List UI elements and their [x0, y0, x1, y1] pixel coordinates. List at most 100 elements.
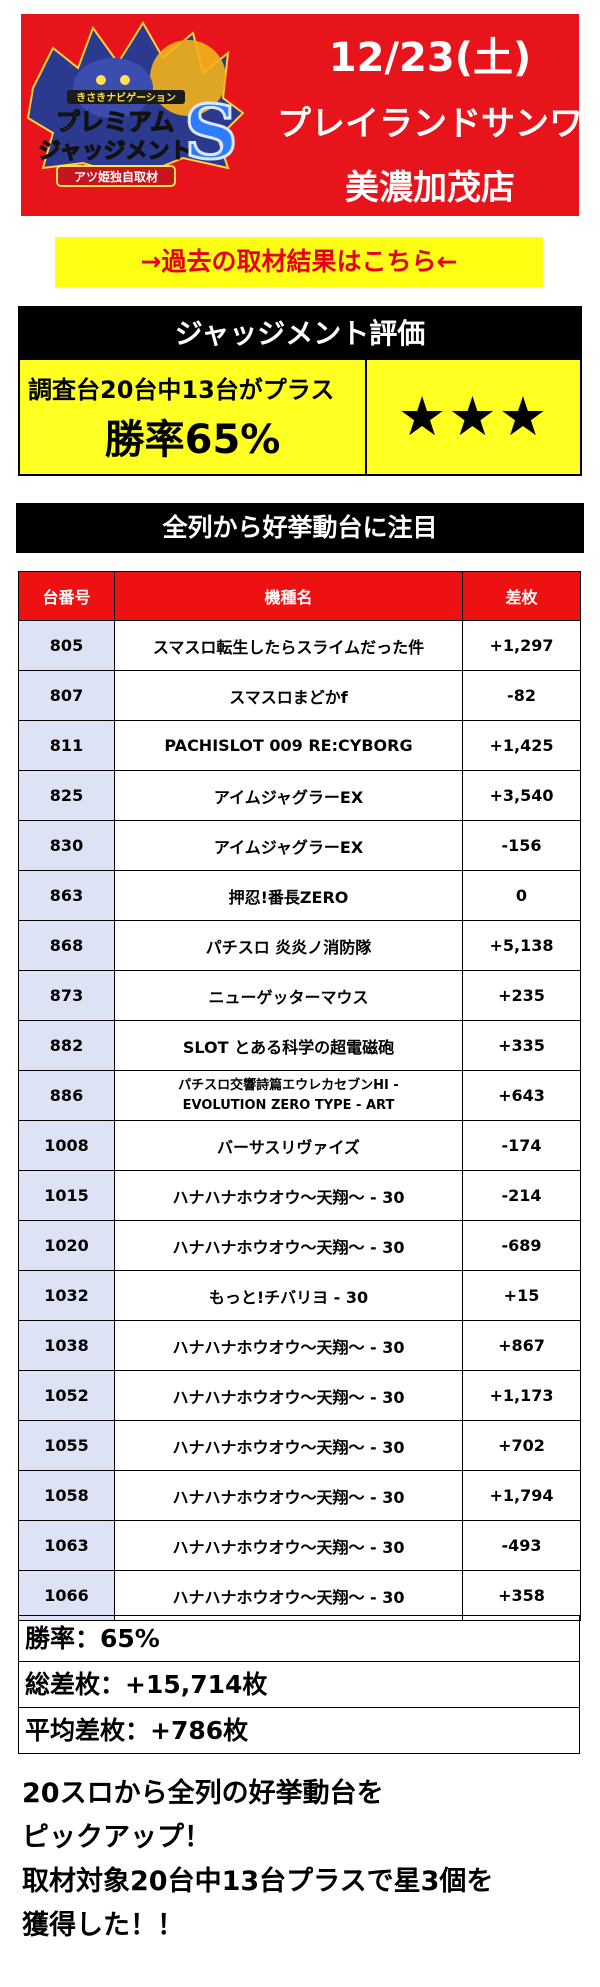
model-name-cell: ハナハナホウオウ～天翔～ - 30: [114, 1370, 463, 1421]
machine-number-cell: 1038: [18, 1320, 115, 1371]
logo-text-main1: プレミアム: [56, 108, 174, 136]
model-name-cell: 押忍!番長ZERO: [114, 870, 463, 921]
comment-line: ピックアップ！: [22, 1822, 211, 1853]
coin-diff-cell: +643: [462, 1070, 581, 1121]
table-row: 1038 ハナハナホウオウ～天翔～ - 30 +867: [18, 1320, 581, 1371]
past-results-link[interactable]: →過去の取材結果はこちら←: [55, 237, 543, 287]
table-row: 863 押忍!番長ZERO 0: [18, 870, 581, 921]
comment-line: 取材対象20台中13台プラスで星3個を: [22, 1866, 494, 1897]
event-date: 12/23(土): [328, 35, 532, 81]
coin-diff-cell: -82: [462, 670, 581, 721]
coin-diff-cell: -174: [462, 1120, 581, 1171]
table-row: 1015 ハナハナホウオウ～天翔～ - 30 -214: [18, 1170, 581, 1221]
judgment-box: ジャッジメント評価 調査台20台中13台がプラス 勝率65% ★★★: [18, 306, 582, 476]
coin-diff-cell: -214: [462, 1170, 581, 1221]
logo-text-top: きさきナビゲーション: [76, 91, 176, 104]
table-row: 1032 もっと!チバリヨ - 30 +15: [18, 1270, 581, 1321]
machine-number-cell: 886: [18, 1070, 115, 1121]
coin-diff-cell: +867: [462, 1320, 581, 1371]
model-name-cell: SLOT とある科学の超電磁砲: [114, 1020, 463, 1071]
table-header-row: 台番号 機種名 差枚: [18, 571, 581, 621]
coin-diff-cell: +1,425: [462, 720, 581, 771]
coin-diff-cell: +335: [462, 1020, 581, 1071]
machine-number-cell: 1032: [18, 1270, 115, 1321]
judgment-title: ジャッジメント評価: [20, 308, 580, 360]
machine-number-cell: 807: [18, 670, 115, 721]
table-row: 811 PACHISLOT 009 RE:CYBORG +1,425: [18, 720, 581, 771]
summary-total-diff: 総差枚：+15,714枚: [18, 1661, 580, 1708]
coin-diff-cell: +1,297: [462, 620, 581, 671]
summary-win-rate: 勝率：65%: [18, 1615, 580, 1662]
model-name-cell: ハナハナホウオウ～天翔～ - 30: [114, 1170, 463, 1221]
model-name-line: パチスロ交響詩篇エウレカセブンHI -: [178, 1077, 399, 1093]
table-row: 807 スマスロまどかf -82: [18, 670, 581, 721]
coin-diff-cell: -156: [462, 820, 581, 871]
model-name-cell: ニューゲッターマウス: [114, 970, 463, 1021]
model-name-cell: パチスロ交響詩篇エウレカセブンHI - EVOLUTION ZERO TYPE -…: [114, 1070, 463, 1121]
coin-diff-cell: +702: [462, 1420, 581, 1471]
coin-diff-cell: +1,173: [462, 1370, 581, 1421]
coin-diff-cell: -689: [462, 1220, 581, 1271]
model-name-cell: バーサスリヴァイズ: [114, 1120, 463, 1171]
store-name: プレイランドサンワ: [277, 104, 583, 144]
model-name-cell: アイムジャグラーEX: [114, 770, 463, 821]
model-name-cell: パチスロ 炎炎ノ消防隊: [114, 920, 463, 971]
machine-number-cell: 882: [18, 1020, 115, 1071]
table-row: 1063 ハナハナホウオウ～天翔～ - 30 -493: [18, 1520, 581, 1571]
machine-number-cell: 1052: [18, 1370, 115, 1421]
table-row: 868 パチスロ 炎炎ノ消防隊 +5,138: [18, 920, 581, 971]
table-row: 882 SLOT とある科学の超電磁砲 +335: [18, 1020, 581, 1071]
store-branch: 美濃加茂店: [345, 168, 515, 208]
table-row: 830 アイムジャグラーEX -156: [18, 820, 581, 871]
machine-number-cell: 1008: [18, 1120, 115, 1171]
logo-letter-s: S: [184, 90, 237, 176]
model-name-cell: ハナハナホウオウ～天翔～ - 30: [114, 1320, 463, 1371]
machine-number-cell: 868: [18, 920, 115, 971]
comment-text: 20スロから全列の好挙動台を ピックアップ！ 取材対象20台中13台プラスで星3…: [22, 1772, 582, 1948]
model-name-cell: PACHISLOT 009 RE:CYBORG: [114, 720, 463, 771]
machine-number-cell: 1058: [18, 1470, 115, 1521]
model-name-cell: ハナハナホウオウ～天翔～ - 30: [114, 1570, 463, 1621]
model-name-cell: ハナハナホウオウ～天翔～ - 30: [114, 1420, 463, 1471]
coin-diff-cell: +1,794: [462, 1470, 581, 1521]
table-row: 1008 バーサスリヴァイズ -174: [18, 1120, 581, 1171]
results-table: 台番号 機種名 差枚 805 スマスロ転生したらスライムだった件 +1,297 807…: [18, 571, 581, 1621]
coin-diff-cell: -493: [462, 1520, 581, 1571]
model-name-line: EVOLUTION ZERO TYPE - ART: [182, 1097, 395, 1113]
logo-text-main2: ジャッジメント: [39, 139, 192, 164]
header-coin-diff: 差枚: [462, 571, 581, 621]
comment-line: 20スロから全列の好挙動台を: [22, 1778, 384, 1809]
model-name-cell: スマスロまどかf: [114, 670, 463, 721]
coin-diff-cell: +358: [462, 1570, 581, 1621]
model-name-cell: スマスロ転生したらスライムだった件: [114, 620, 463, 671]
summary-average-diff: 平均差枚：+786枚: [18, 1707, 580, 1754]
machine-number-cell: 1015: [18, 1170, 115, 1221]
table-row: 886 パチスロ交響詩篇エウレカセブンHI - EVOLUTION ZERO TYP…: [18, 1070, 581, 1121]
model-name-cell: ハナハナホウオウ～天翔～ - 30: [114, 1220, 463, 1271]
coin-diff-cell: +235: [462, 970, 581, 1021]
survey-summary: 調査台20台中13台がプラス: [28, 376, 335, 404]
machine-number-cell: 1066: [18, 1570, 115, 1621]
machine-number-cell: 811: [18, 720, 115, 771]
table-row: 1055 ハナハナホウオウ～天翔～ - 30 +702: [18, 1420, 581, 1471]
machine-number-cell: 830: [18, 820, 115, 871]
model-name-cell: もっと!チバリヨ - 30: [114, 1270, 463, 1321]
model-name-cell: ハナハナホウオウ～天翔～ - 30: [114, 1470, 463, 1521]
machine-number-cell: 873: [18, 970, 115, 1021]
table-row: 825 アイムジャグラーEX +3,540: [18, 770, 581, 821]
coin-diff-cell: +3,540: [462, 770, 581, 821]
premium-judgment-logo: きさきナビゲーション プレミアム ジャッジメント S アツ姫独自取材: [26, 21, 245, 187]
model-name-cell: アイムジャグラーEX: [114, 820, 463, 871]
star-rating: ★★★: [367, 360, 580, 474]
coin-diff-cell: +15: [462, 1270, 581, 1321]
header-machine-number: 台番号: [18, 571, 115, 621]
table-row: 1020 ハナハナホウオウ～天翔～ - 30 -689: [18, 1220, 581, 1271]
coin-diff-cell: +5,138: [462, 920, 581, 971]
table-row: 805 スマスロ転生したらスライムだった件 +1,297: [18, 620, 581, 671]
table-row: 1052 ハナハナホウオウ～天翔～ - 30 +1,173: [18, 1370, 581, 1421]
win-rate: 勝率65%: [104, 417, 281, 463]
model-name-cell: ハナハナホウオウ～天翔～ - 30: [114, 1520, 463, 1571]
table-row: 873 ニューゲッターマウス +235: [18, 970, 581, 1021]
machine-number-cell: 1020: [18, 1220, 115, 1271]
machine-number-cell: 1063: [18, 1520, 115, 1571]
